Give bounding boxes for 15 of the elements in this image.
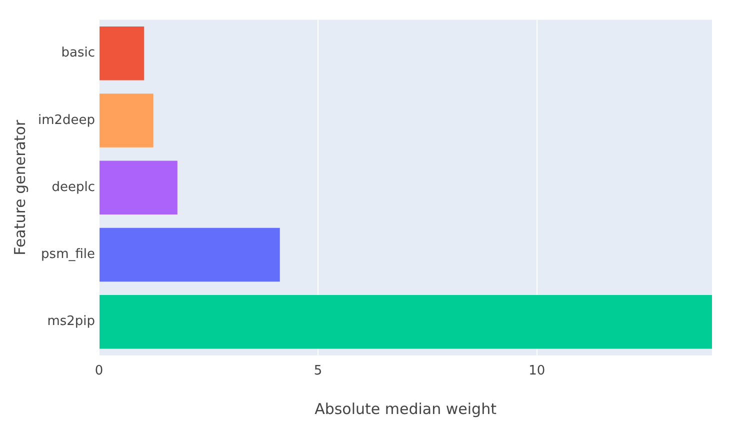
x-tick-label: 5: [314, 364, 322, 379]
x-tick-label: 0: [94, 364, 104, 379]
y-tick-label: im2deep: [38, 112, 96, 128]
y-axis-title: Feature generator: [10, 119, 29, 256]
x-axis-title: Absolute median weight: [314, 400, 497, 418]
bar: [100, 94, 154, 148]
bar: [100, 294, 712, 349]
x-tick-label: 10: [528, 364, 546, 379]
y-tick-label: deeplc: [52, 180, 96, 195]
bar: [100, 160, 178, 214]
y-tick-label: ms2pip: [47, 314, 96, 330]
bar: [100, 26, 144, 80]
y-tick-label: psm_file: [41, 247, 96, 262]
y-tick-label: basic: [61, 46, 96, 61]
bar: [100, 228, 280, 282]
